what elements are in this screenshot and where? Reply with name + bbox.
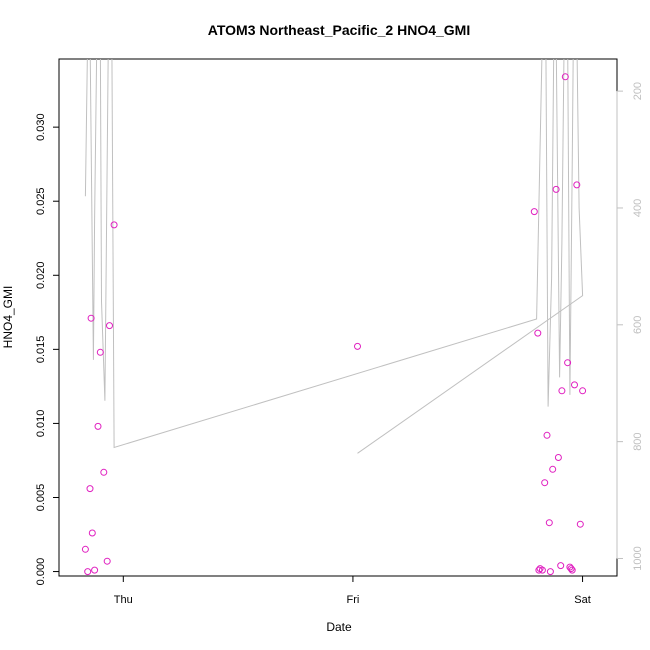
- data-point: [534, 329, 542, 337]
- data-point: [87, 314, 95, 322]
- data-point: [549, 465, 557, 473]
- data-point: [84, 568, 92, 576]
- data-point: [354, 342, 361, 350]
- data-point: [579, 387, 587, 395]
- right-y-tick-label: 600: [632, 316, 644, 334]
- data-point: [564, 359, 572, 367]
- data-point: [541, 479, 549, 487]
- y-tick-label: 0.005: [35, 484, 47, 512]
- data-point: [571, 381, 578, 389]
- data-point: [94, 422, 102, 430]
- chart-title: ATOM3 Northeast_Pacific_2 HNO4_GMI: [208, 22, 470, 38]
- y-tick-label: 0.015: [35, 336, 47, 364]
- data-point: [100, 468, 108, 476]
- x-tick-label: Thu: [114, 594, 133, 606]
- data-point: [545, 519, 553, 527]
- x-axis: Thu Fri Sat: [114, 575, 591, 606]
- data-point: [535, 566, 543, 574]
- points-layer: [81, 73, 587, 576]
- data-point: [91, 566, 99, 574]
- data-point: [568, 566, 576, 574]
- right-y-axis: 200 400 600 800 1000: [616, 82, 644, 571]
- right-y-tick-label: 800: [632, 432, 644, 450]
- data-point: [576, 520, 584, 528]
- data-point: [88, 529, 96, 537]
- y-tick-label: 0.010: [35, 410, 47, 438]
- y-tick-label: 0.000: [35, 558, 47, 586]
- data-point: [554, 454, 562, 461]
- series-line-layer: [84, 59, 584, 454]
- data-point: [546, 568, 554, 576]
- data-point: [96, 348, 104, 356]
- y-axis-label: HNO4_GMI: [1, 286, 15, 349]
- right-y-tick-label: 1000: [632, 546, 644, 570]
- data-point: [557, 562, 565, 570]
- data-point: [543, 431, 551, 439]
- x-tick-label: Fri: [347, 594, 360, 606]
- x-axis-label: Date: [326, 620, 352, 634]
- data-point: [567, 565, 575, 573]
- y-tick-label: 0.025: [35, 187, 47, 215]
- data-point: [106, 322, 113, 330]
- right-y-tick-label: 400: [632, 199, 644, 217]
- plot-frame: [58, 58, 618, 577]
- data-point: [558, 387, 566, 395]
- data-point: [552, 185, 560, 193]
- data-point: [573, 181, 581, 189]
- y-tick-label: 0.020: [35, 262, 47, 290]
- data-point: [103, 557, 111, 565]
- x-tick-label: Sat: [574, 594, 591, 606]
- y-tick-label: 0.030: [35, 113, 47, 141]
- data-point: [561, 73, 569, 81]
- data-point: [110, 221, 118, 229]
- data-point: [538, 566, 546, 574]
- data-point: [81, 545, 89, 553]
- right-y-tick-label: 200: [632, 82, 644, 100]
- data-point: [530, 208, 538, 216]
- data-point: [86, 485, 94, 493]
- y-axis: 0.000 0.005 0.010 0.015 0.020 0.025 0.030: [35, 113, 60, 586]
- series-line: [84, 59, 584, 454]
